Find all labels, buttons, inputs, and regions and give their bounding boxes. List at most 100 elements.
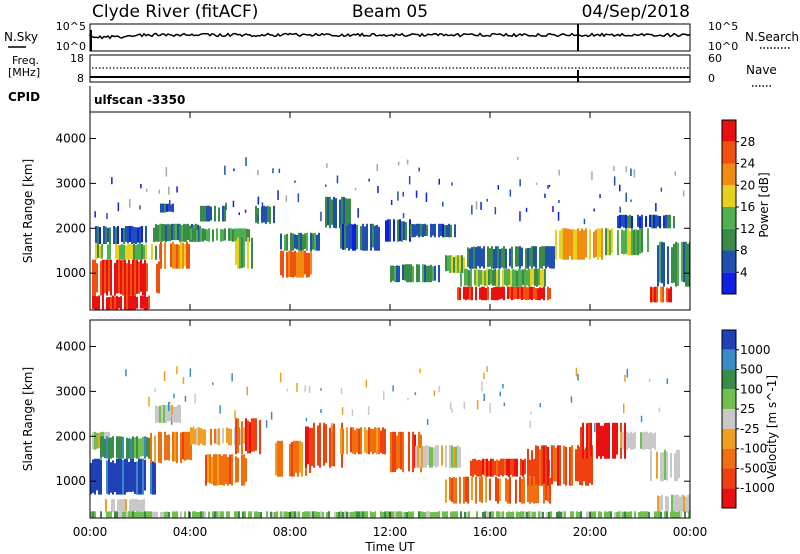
velocity-cell-21 — [528, 511, 530, 518]
power-cell-12 — [302, 234, 304, 251]
power-cell-24 — [669, 214, 671, 229]
velocity-cell-7 — [231, 454, 233, 486]
power-speckle — [294, 180, 296, 183]
power-cell-8 — [204, 228, 206, 241]
velocity-cell-6 — [214, 428, 216, 444]
velocity-cell-21 — [422, 511, 424, 518]
velocity-cell-16 — [545, 445, 547, 486]
power-cell-19 — [483, 286, 485, 301]
power-cell-2 — [125, 245, 127, 260]
velocity-cell-21 — [142, 511, 144, 518]
power-speckle — [408, 176, 411, 185]
power-speckle — [613, 165, 615, 172]
power-speckle — [354, 188, 357, 191]
velocity-colorbar-label: Velocity [m s^-1] — [765, 375, 779, 479]
velocity-cell-21 — [644, 511, 646, 518]
velocity-cell-13 — [449, 445, 451, 468]
power-cell-12 — [312, 233, 314, 250]
power-cell-7 — [202, 205, 204, 222]
velocity-cell-21 — [344, 511, 346, 518]
power-speckle — [402, 191, 404, 197]
velocity-cell-21 — [188, 511, 190, 518]
velocity-cell-5 — [159, 405, 161, 423]
power-cell-12 — [306, 232, 308, 251]
velocity-cell-21 — [358, 511, 360, 518]
velocity-cell-2 — [112, 436, 114, 458]
velocity-cell-14 — [467, 476, 469, 504]
power-speckle — [277, 190, 279, 201]
velocity-cell-21 — [132, 511, 134, 518]
velocity-cell-16 — [579, 446, 581, 485]
velocity-cell-13 — [445, 445, 447, 468]
velocity-cell-21 — [656, 511, 658, 518]
power-cell-19 — [549, 287, 551, 300]
power-cell-22 — [565, 228, 567, 260]
velocity-speckle — [624, 374, 626, 382]
velocity-cell-13 — [425, 445, 427, 468]
power-cell-21 — [547, 246, 549, 267]
power-cell-21 — [519, 246, 521, 269]
velocity-cell-11 — [342, 428, 344, 454]
velocity-cell-21 — [384, 511, 386, 518]
velocity-cell-4 — [150, 432, 152, 464]
velocity-cell-1 — [96, 458, 98, 491]
power-cell-13 — [349, 198, 351, 229]
velocity-cell-17 — [624, 422, 626, 459]
power-cell-21 — [521, 247, 523, 267]
power-cell-8 — [248, 229, 250, 242]
velocity-cell-15 — [494, 460, 496, 476]
power-cell-19 — [511, 286, 513, 301]
power-cell-2 — [95, 244, 97, 260]
power-cell-13 — [343, 196, 345, 226]
velocity-cell-7 — [205, 454, 207, 486]
power-cell-26 — [687, 243, 689, 287]
velocity-cell-1 — [112, 460, 114, 495]
nave-label: Nave — [746, 63, 777, 77]
velocity-speckle — [296, 383, 298, 392]
power-speckle — [233, 168, 235, 172]
velocity-cell-2 — [146, 437, 148, 457]
power-cell-19 — [527, 287, 529, 301]
velocity-cell-10 — [323, 422, 325, 466]
power-cell-24 — [659, 216, 661, 229]
velocity-cell-1 — [114, 463, 116, 492]
velocity-cell-21 — [388, 511, 390, 518]
velocity-cell-21 — [618, 511, 620, 518]
power-speckle — [168, 186, 170, 195]
power-cell-11 — [308, 253, 310, 277]
power-cell-10 — [263, 205, 265, 223]
power-cell-13 — [341, 196, 343, 229]
power-cell-16 — [430, 223, 432, 238]
power-speckle — [583, 218, 586, 225]
velocity-cell-14 — [489, 478, 491, 501]
velocity-cell-3 — [117, 499, 119, 511]
power-cell-2 — [135, 245, 137, 260]
power-cell-25 — [660, 286, 662, 303]
velocity-speckle — [476, 400, 479, 410]
velocity-speckle — [483, 372, 485, 379]
power-cell-8 — [216, 228, 218, 241]
power-cell-3 — [125, 226, 127, 242]
power-cell-1 — [130, 263, 132, 296]
velocity-cell-2 — [128, 438, 130, 459]
power-cell-16 — [444, 225, 446, 238]
power-cell-6 — [172, 203, 174, 213]
velocity-cell-20 — [683, 495, 685, 513]
power-cell-8 — [240, 228, 242, 242]
power-cell-19 — [501, 286, 503, 299]
velocity-cell-11 — [354, 430, 356, 455]
velocity-cell-5 — [175, 406, 177, 423]
velocity-cell-21 — [218, 511, 220, 518]
power-cell-1 — [128, 259, 130, 296]
power-cell-11 — [288, 250, 290, 277]
power-cell-2 — [99, 245, 101, 259]
velocity-cell-2 — [100, 436, 102, 459]
power-cell-22 — [589, 229, 591, 260]
velocity-cell-4 — [190, 433, 192, 461]
power-cell-14 — [356, 224, 358, 250]
velocity-cell-21 — [148, 511, 150, 518]
power-cell-11 — [298, 250, 300, 278]
power-cell-14 — [354, 223, 356, 251]
velocity-cell-9 — [279, 440, 281, 477]
velocity-cell-21 — [254, 511, 256, 518]
